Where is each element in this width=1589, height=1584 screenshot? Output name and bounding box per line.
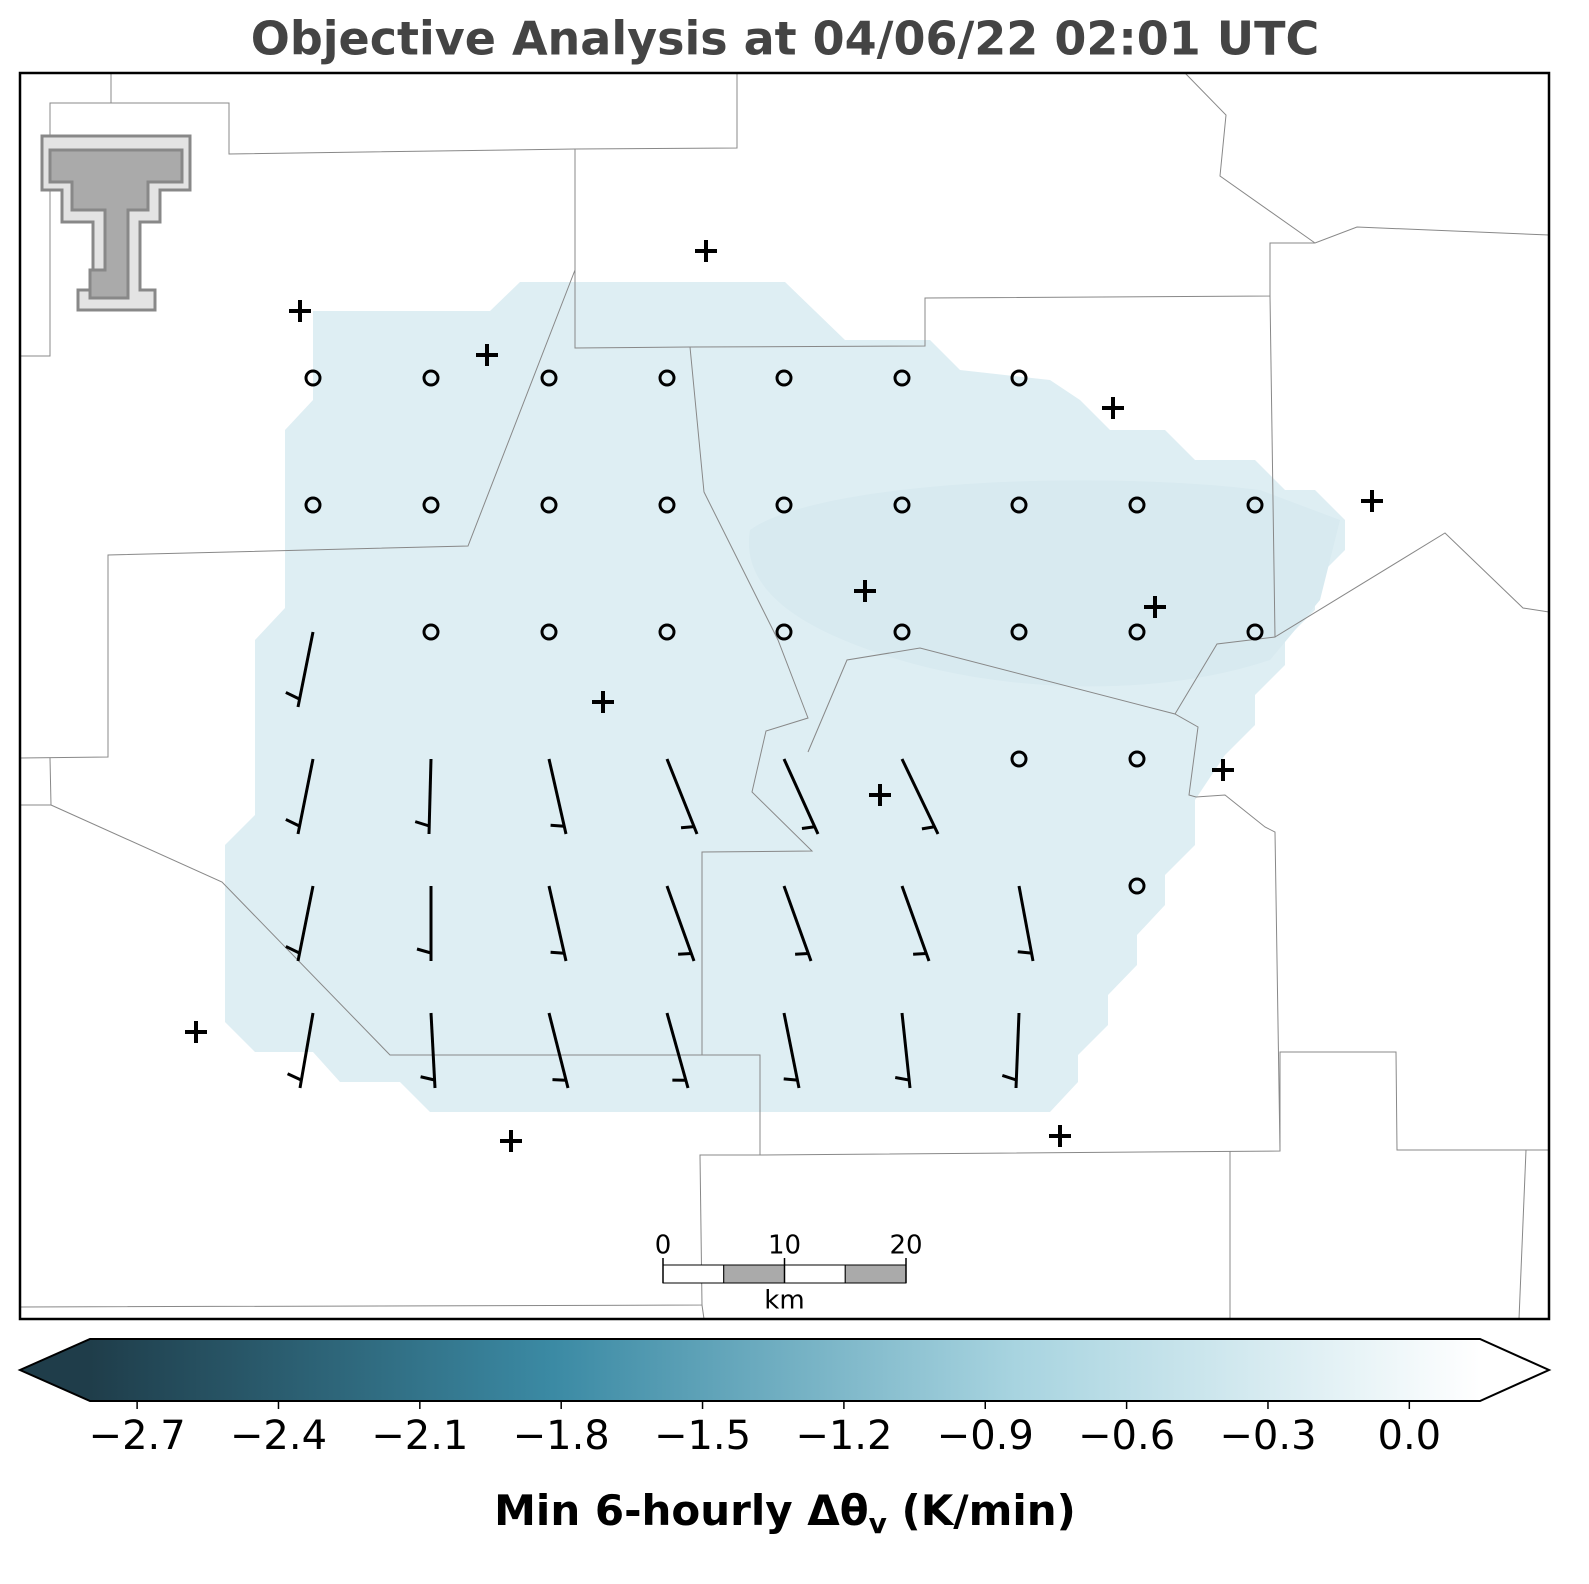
colorbar-extend-low: [20, 1339, 90, 1401]
colorbar-tick-label: 0.0: [1378, 1413, 1442, 1459]
colorbar-body: [90, 1339, 1480, 1401]
scale-unit: km: [764, 1286, 804, 1316]
wind-barb-tick: [784, 1079, 798, 1080]
scale-segment: [724, 1265, 785, 1283]
colorbar-extend-high: [1480, 1339, 1549, 1401]
station-plus: [500, 1130, 522, 1152]
station-plus: [1361, 490, 1383, 512]
scale-label: 20: [889, 1231, 922, 1261]
wind-barb-tick: [552, 1080, 566, 1081]
colorbar-label: Min 6-hourly Δθv (K/min): [494, 1486, 1076, 1541]
scale-label: 10: [768, 1231, 801, 1261]
logo: [42, 136, 190, 310]
scale-segment: [845, 1265, 906, 1283]
wind-barb-tick: [913, 953, 926, 954]
map-area: [20, 73, 1549, 1319]
colorbar-tick-label: −0.6: [1078, 1413, 1175, 1459]
station-plus: [695, 240, 717, 262]
label-main: Min 6-hourly Δθ: [494, 1486, 869, 1535]
colorbar-tick-label: −2.7: [89, 1413, 186, 1459]
station-plus: [1049, 1125, 1071, 1147]
wind-barb-tick: [678, 953, 691, 954]
colorbar-tick-label: −1.2: [795, 1413, 892, 1459]
wind-barb-tick: [551, 825, 565, 826]
station-plus: [1102, 397, 1124, 419]
wind-barb: [429, 759, 431, 834]
wind-barb-tick: [795, 953, 808, 954]
station-plus: [289, 300, 311, 322]
colorbar-tick-label: −2.1: [371, 1413, 468, 1459]
scale-segment: [663, 1265, 724, 1283]
scale-segment: [785, 1265, 846, 1283]
label-tail: (K/min): [887, 1486, 1076, 1535]
wind-barb-tick: [288, 1074, 302, 1080]
wind-barb-tick: [551, 952, 565, 953]
wind-barb-tick: [1018, 952, 1032, 953]
scale-label: 0: [655, 1231, 672, 1261]
colorbar-tick-label: −1.5: [654, 1413, 751, 1459]
title: Objective Analysis at 04/06/22 02:01 UTC: [251, 12, 1320, 66]
wind-barb-tick: [802, 827, 815, 829]
scale-bar: 0 10 20 km: [655, 1231, 923, 1316]
wind-barb-tick: [922, 827, 935, 829]
station-plus: [185, 1021, 207, 1043]
wind-barb-tick: [681, 827, 694, 828]
analysis-field: [225, 282, 1345, 1112]
colorbar-tick-label: −1.8: [513, 1413, 610, 1459]
colorbar-tick-label: −2.4: [230, 1413, 327, 1459]
colorbar-tick-label: −0.3: [1219, 1413, 1316, 1459]
colorbar-tick-label: −0.9: [937, 1413, 1034, 1459]
colorbar: −2.7 −2.4 −2.1 −1.8 −1.5 −1.2 −0.9 −0.6 −0.3 0.0: [20, 1339, 1549, 1459]
label-sub: v: [869, 1507, 887, 1540]
